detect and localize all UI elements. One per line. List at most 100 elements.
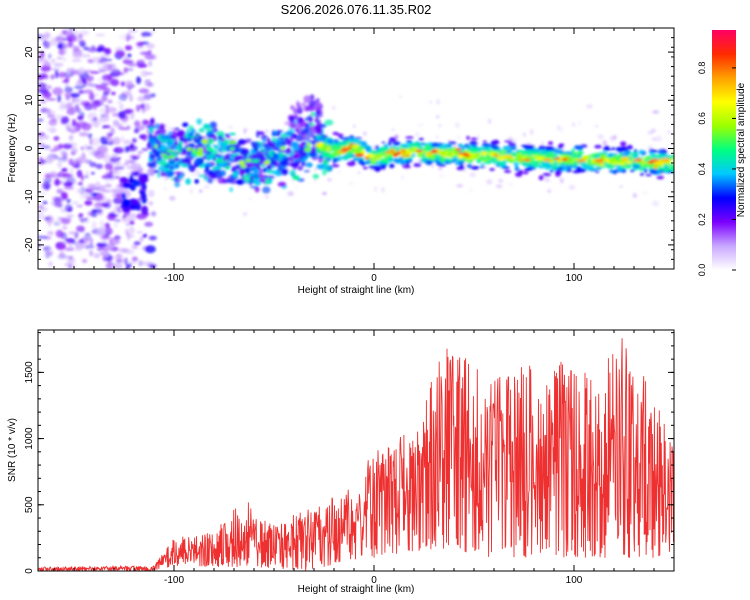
snr-y-tick-label: 1000 — [24, 427, 35, 450]
heatmap-cell-718 — [436, 99, 440, 105]
heatmap-cell-645 — [95, 84, 101, 88]
heatmap-cell-1161 — [167, 170, 175, 177]
heatmap-cell-43 — [57, 94, 62, 103]
heatmap-cell-456 — [136, 41, 144, 47]
heatmap-cell-2834 — [264, 160, 270, 165]
heatmap-cell-69 — [58, 71, 67, 78]
heatmap-cell-2523 — [558, 144, 564, 147]
heatmap-cell-2847 — [167, 149, 174, 153]
heatmap-cell-1660 — [413, 163, 422, 167]
heatmap-cell-375 — [88, 237, 93, 243]
heatmap-cell-683 — [559, 177, 564, 184]
heatmap-cell-1657 — [299, 117, 304, 124]
heatmap-cell-279 — [131, 244, 139, 250]
heatmap-cell-2277 — [515, 172, 523, 178]
heatmap-cell-1284 — [262, 139, 268, 142]
heatmap-cell-1563 — [326, 165, 330, 173]
heatmap-cell-872 — [141, 205, 149, 215]
heatmap-cell-2467 — [431, 142, 439, 147]
heatmap-cell-2544 — [433, 160, 441, 163]
heatmap-cell-435 — [122, 214, 126, 219]
heatmap-cell-844 — [244, 136, 247, 139]
heatmap-cell-2825 — [469, 153, 476, 157]
heatmap-cell-2310 — [405, 140, 413, 143]
heatmap-cell-813 — [325, 131, 329, 135]
heatmap-cell-397 — [78, 132, 89, 137]
heatmap-cell-530 — [74, 246, 83, 252]
heatmap-cell-67 — [71, 201, 79, 205]
heatmap-cell-1088 — [262, 186, 271, 194]
heatmap-cell-568 — [136, 213, 147, 220]
heatmap-cell-570 — [150, 28, 156, 34]
heatmap-cell-361 — [101, 94, 108, 102]
heatmap-cell-575 — [113, 238, 121, 244]
spec-x-tick-label: 0 — [371, 273, 377, 284]
heatmap-cell-2792 — [415, 149, 423, 153]
heatmap-cell-2459 — [322, 142, 327, 147]
heatmap-cell-329 — [141, 107, 146, 114]
heatmap-cell-2793 — [400, 155, 406, 158]
heatmap-cell-388 — [78, 155, 88, 164]
heatmap-cell-2840 — [197, 147, 204, 153]
heatmap-cell-179 — [87, 133, 93, 139]
heatmap-cell-2713 — [545, 148, 553, 151]
heatmap-cell-2685 — [395, 148, 400, 152]
heatmap-cell-429 — [81, 74, 85, 81]
heatmap-cell-2785 — [487, 153, 495, 156]
heatmap-cell-1582 — [175, 164, 179, 168]
heatmap-cell-581 — [69, 128, 77, 134]
heatmap-cell-1336 — [202, 155, 207, 160]
heatmap-cell-449 — [42, 201, 48, 205]
heatmap-cell-1644 — [298, 111, 302, 115]
heatmap-cell-316 — [137, 154, 141, 159]
heatmap-cell-1866 — [514, 166, 520, 172]
heatmap-cell-53 — [38, 82, 45, 89]
heatmap-cell-2389 — [599, 153, 607, 159]
colorbar-label: Normalized spectral amplitude — [736, 82, 747, 217]
heatmap-cell-2842 — [229, 140, 237, 145]
heatmap-cell-1645 — [295, 128, 299, 133]
heatmap-cell-107 — [38, 212, 45, 220]
heatmap-cell-539 — [44, 41, 52, 47]
heatmap-cell-2442 — [649, 151, 653, 156]
heatmap-cell-2584 — [478, 146, 486, 151]
heatmap-cell-843 — [632, 193, 637, 198]
heatmap-cell-537 — [72, 52, 83, 59]
heatmap-cell-869 — [456, 184, 464, 188]
heatmap-cell-200 — [42, 181, 51, 190]
heatmap-cell-896 — [130, 198, 140, 205]
heatmap-cell-2532 — [338, 142, 347, 148]
heatmap-cell-490 — [104, 108, 109, 117]
heatmap-cell-865 — [381, 187, 385, 193]
heatmap-cell-1659 — [315, 109, 321, 116]
heatmap-cell-633 — [69, 167, 74, 175]
heatmap-cell-1649 — [303, 95, 311, 104]
heatmap-cell-2823 — [594, 159, 605, 163]
colorbar: 0.0 0.2 0.4 0.6 0.8 Normalized spectral ampl… — [697, 30, 747, 276]
heatmap-cell-549 — [110, 68, 121, 78]
heatmap-cell-2741 — [547, 163, 551, 168]
heatmap-cell-462 — [67, 238, 72, 245]
heatmap-cell-791 — [512, 139, 517, 143]
snr-y-label: SNR (10 * v/v) — [7, 418, 18, 482]
heatmap-cell-602 — [118, 110, 127, 119]
heatmap-cell-690 — [291, 178, 295, 184]
heatmap-cell-2737 — [558, 166, 565, 170]
heatmap-cell-2740 — [381, 152, 385, 154]
heatmap-cell-895 — [138, 173, 147, 184]
heatmap-cell-1539 — [221, 169, 226, 177]
heatmap-cell-901 — [244, 138, 252, 142]
heatmap-cell-586 — [125, 228, 129, 236]
heatmap-cell-460 — [112, 119, 120, 127]
heatmap-cell-2488 — [402, 143, 410, 149]
heatmap-cell-642 — [78, 89, 85, 94]
heatmap-cell-2476 — [531, 162, 541, 168]
heatmap-cell-758 — [557, 125, 561, 131]
heatmap-cell-2293 — [517, 153, 523, 158]
heatmap-cell-777 — [655, 135, 663, 142]
heatmap-cell-1200 — [159, 123, 166, 129]
heatmap-cell-2178 — [673, 166, 674, 169]
heatmap-cell-2537 — [645, 174, 652, 177]
heatmap-cell-2681 — [554, 148, 558, 154]
heatmap-cell-2770 — [457, 154, 464, 159]
